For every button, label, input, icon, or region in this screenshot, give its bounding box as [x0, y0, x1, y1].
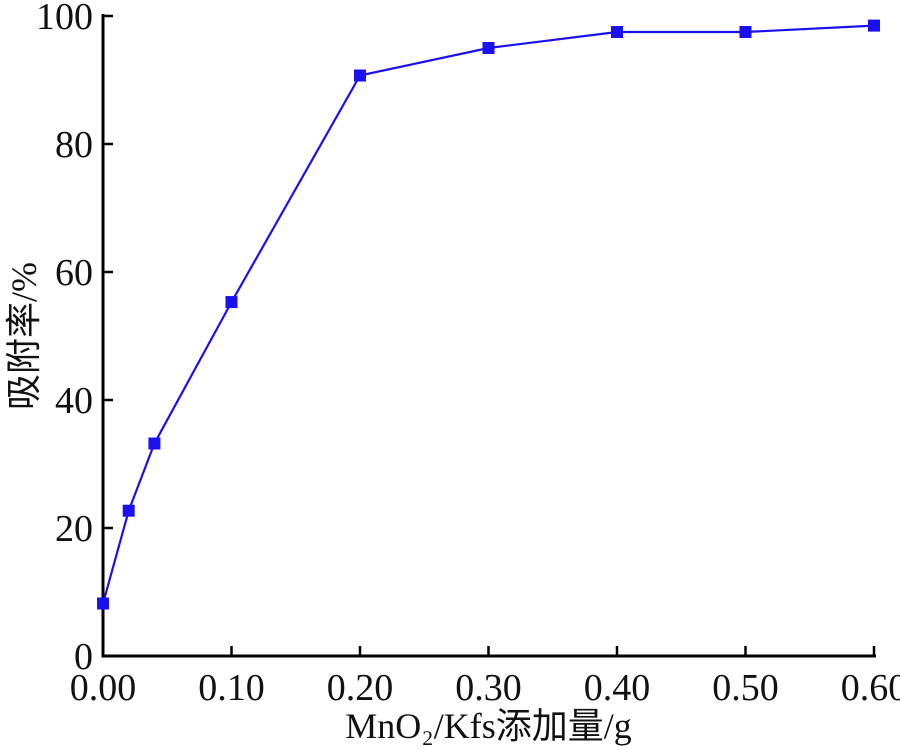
x-tick-label: 0.00 — [70, 667, 137, 709]
data-point — [611, 26, 623, 38]
y-tick-label: 0 — [74, 636, 93, 678]
axes — [101, 14, 876, 658]
x-tick-label: 0.10 — [198, 667, 265, 709]
data-point — [739, 26, 752, 38]
x-tick-label: 0.30 — [455, 667, 522, 709]
data-point — [225, 296, 238, 309]
data-point — [482, 42, 495, 54]
series-layer — [97, 19, 880, 610]
y-tick-label: 40 — [55, 380, 93, 422]
y-axis-ticks: 0 20 40 60 80 100 — [36, 0, 113, 678]
data-point — [354, 69, 366, 82]
data-point — [148, 437, 161, 450]
series-line — [101, 24, 875, 604]
y-tick-label: 80 — [55, 124, 93, 166]
data-point — [868, 19, 880, 32]
y-tick-label: 100 — [36, 0, 93, 38]
data-point — [122, 504, 135, 517]
x-axis-ticks: 0.00 0.10 0.20 0.30 0.40 0.50 0.60 — [70, 646, 900, 709]
x-tick-label: 0.20 — [327, 667, 394, 709]
x-tick-label: 0.40 — [584, 667, 651, 709]
data-point — [97, 597, 109, 610]
y-tick-label: 20 — [55, 508, 93, 550]
x-axis-title: MnO₂/Kfs添加量/g — [345, 706, 632, 746]
x-tick-label: 0.50 — [712, 667, 779, 709]
y-tick-label: 60 — [55, 252, 93, 294]
x-tick-label: 0.60 — [841, 667, 900, 709]
y-axis-title: 吸附率/% — [4, 262, 44, 410]
